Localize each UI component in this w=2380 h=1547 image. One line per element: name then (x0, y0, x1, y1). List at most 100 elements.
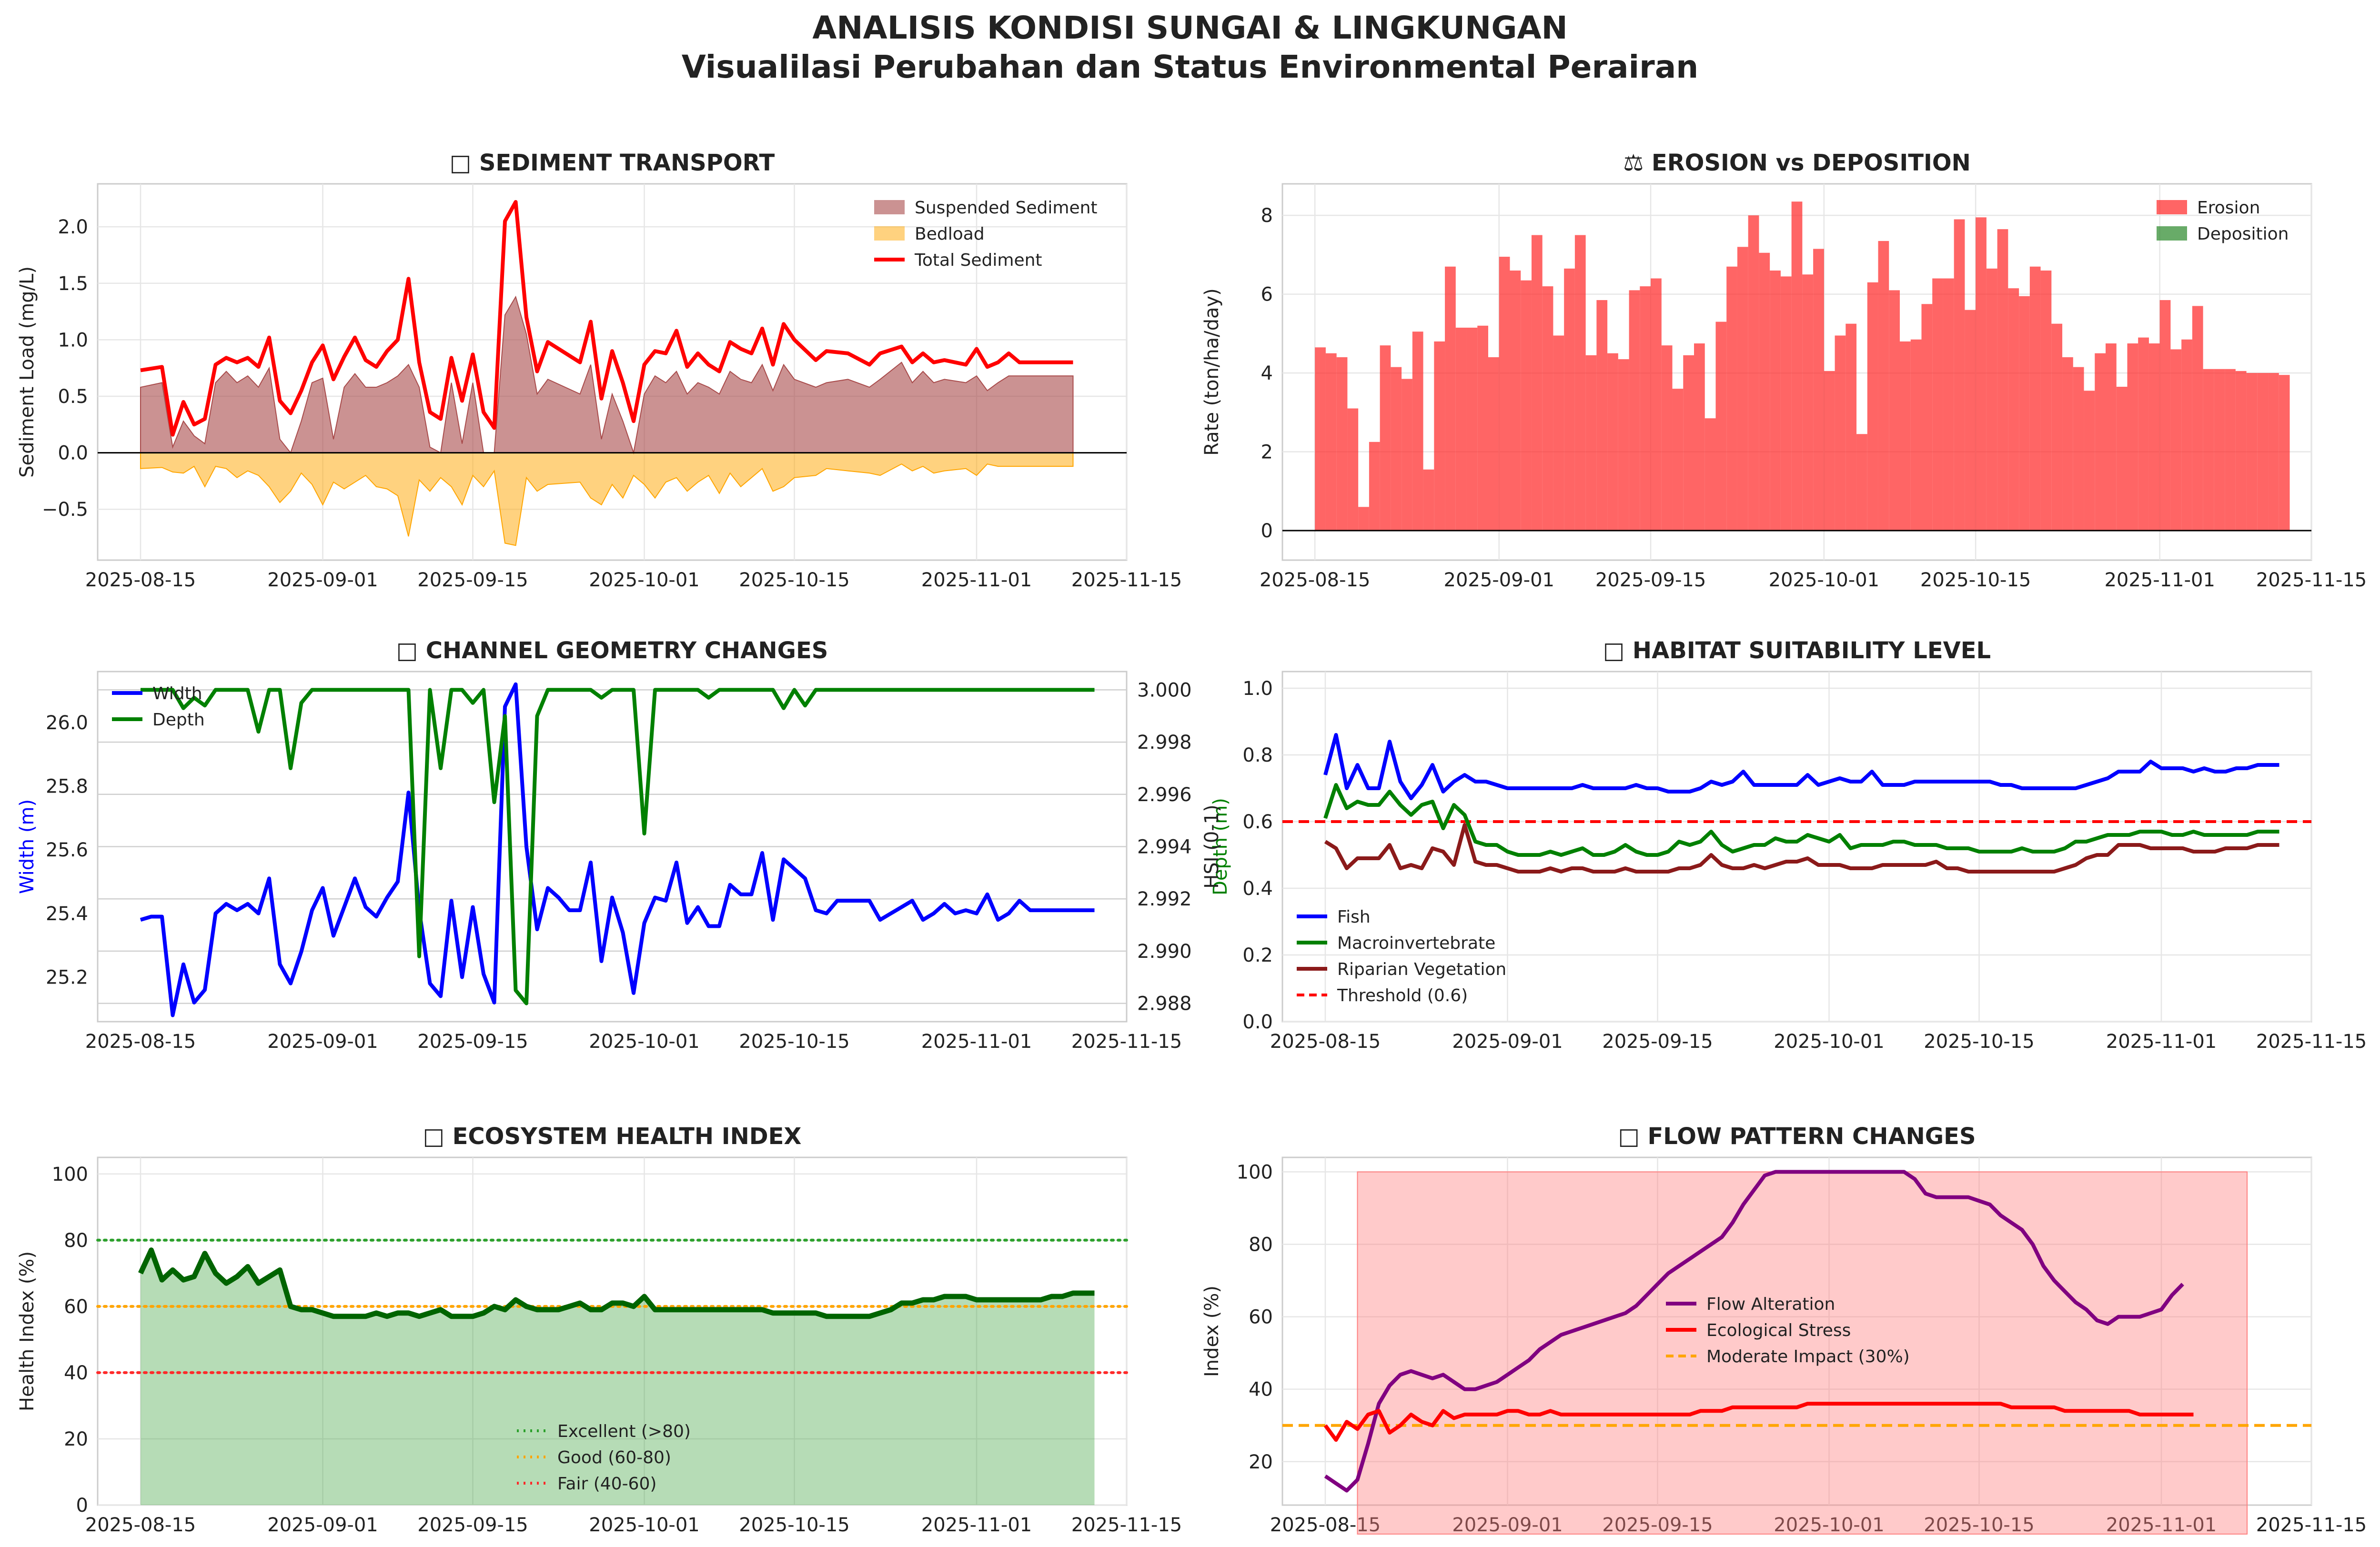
erosion-bar (1867, 282, 1878, 531)
erosion-bar (1521, 280, 1532, 531)
legend-label: Good (60-80) (557, 1448, 671, 1467)
erosion-bar (1574, 235, 1586, 531)
legend-label: Flow Alteration (1706, 1295, 1835, 1314)
x-tick-label: 2025-10-01 (1774, 1031, 1884, 1053)
y-axis-label: Width (m) (16, 799, 38, 894)
panel-geometry: □ CHANNEL GEOMETRY CHANGES 2025-08-15 2025… (16, 637, 1231, 1053)
erosion-bar (1607, 353, 1618, 531)
chart-title: □ ECOSYSTEM HEALTH INDEX (423, 1123, 802, 1150)
legend-label: Width (152, 684, 202, 703)
x-tick-label: 2025-10-15 (739, 1514, 849, 1536)
impact-span (1357, 1171, 2248, 1535)
x-tick-label: 2025-09-15 (1602, 1514, 1713, 1536)
erosion-bar (2040, 270, 2052, 531)
total-sediment-line (140, 200, 1073, 437)
erosion-bar (2257, 373, 2269, 531)
erosion-bar (1629, 290, 1640, 531)
x-tick-label: 2025-09-01 (267, 1031, 378, 1053)
erosion-bar (1531, 235, 1543, 531)
erosion-bar (1986, 268, 1997, 531)
y-tick-label: 2 (1261, 442, 1273, 463)
x-tick-label: 2025-09-01 (267, 1514, 378, 1536)
erosion-bar (1499, 257, 1510, 531)
x-tick-label: 2025-09-01 (267, 569, 378, 591)
plot-area (97, 1156, 1128, 1506)
legend-label: Deposition (2197, 224, 2289, 244)
erosion-bar (1423, 469, 1434, 531)
erosion-bar (2148, 343, 2160, 531)
erosion-bar (2203, 369, 2214, 531)
y-tick-label: 3.000 (1137, 679, 1192, 701)
width-line (140, 682, 1095, 1017)
erosion-bar (1683, 355, 1694, 531)
y-axis-label: Index (%) (1201, 1286, 1223, 1377)
y-tick-label: 2.988 (1137, 993, 1192, 1015)
y-tick-label: 2.992 (1137, 888, 1192, 910)
chart-title: □ HABITAT SUITABILITY LEVEL (1603, 637, 1991, 664)
figure-title: ANALISIS KONDISI SUNGAI & LINGKUNGAN Vis… (0, 9, 2380, 87)
x-tick-label: 2025-11-01 (2106, 1031, 2217, 1053)
erosion-bar (1932, 278, 1943, 531)
erosion-bar (2051, 323, 2063, 531)
y-tick-label: 0.2 (1242, 944, 1273, 966)
erosion-bar (1878, 241, 1889, 531)
erosion-bar (2084, 391, 2095, 531)
y-tick-label: 40 (1249, 1379, 1273, 1401)
x-tick-label: 2025-10-01 (589, 1031, 699, 1053)
x-tick-label: 2025-08-15 (1270, 1031, 1381, 1053)
y-tick-label: 1.0 (58, 329, 88, 351)
erosion-bar (2268, 373, 2279, 531)
erosion-bar (1802, 274, 1814, 531)
x-tick-label: 2025-09-15 (1602, 1031, 1713, 1053)
legend-swatch (874, 226, 905, 241)
erosion-bar (1856, 434, 1867, 531)
erosion-bar (1770, 270, 1781, 531)
erosion-bar (1618, 359, 1629, 531)
x-tick-label: 2025-11-15 (2256, 569, 2367, 591)
y-tick-label: 26.0 (46, 712, 88, 734)
erosion-bar (1824, 371, 1835, 531)
panel-health: □ ECOSYSTEM HEALTH INDEX 2025-08-15 2025-0… (16, 1123, 1182, 1536)
y-tick-label: 6 (1261, 284, 1273, 306)
legend-label: Suspended Sediment (915, 198, 1098, 218)
y-tick-label: 2.0 (58, 216, 88, 238)
y-tick-label: 0 (76, 1495, 88, 1517)
erosion-bar (1466, 327, 1478, 531)
erosion-bar (1434, 341, 1445, 531)
x-tick-label: 2025-08-15 (85, 1514, 196, 1536)
erosion-bar (2235, 371, 2247, 531)
erosion-bar (2008, 288, 2019, 531)
legend-label: Fish (1337, 907, 1371, 927)
y-tick-label: 0.0 (1242, 1011, 1273, 1033)
erosion-bar (2246, 373, 2258, 531)
erosion-bar (2127, 343, 2138, 531)
erosion-bar (1748, 215, 1759, 531)
erosion-bar (1813, 249, 1824, 531)
erosion-bar (2062, 357, 2073, 531)
y-tick-label: 100 (1237, 1161, 1273, 1183)
y-tick-label: 0.6 (1242, 811, 1273, 833)
legend-label: Ecological Stress (1706, 1321, 1851, 1340)
x-tick-label: 2025-09-01 (1444, 569, 1554, 591)
erosion-bar (1336, 357, 1348, 531)
erosion-bar (2138, 337, 2149, 531)
x-tick-label: 2025-08-15 (85, 1031, 196, 1053)
x-tick-label: 2025-09-15 (417, 1514, 528, 1536)
erosion-bar (1661, 345, 1673, 531)
erosion-bar (1325, 353, 1337, 531)
x-tick-label: 2025-08-15 (85, 569, 196, 591)
x-tick-label: 2025-08-15 (1260, 569, 1370, 591)
erosion-bar (1564, 268, 1575, 531)
figure-title-line1: ANALISIS KONDISI SUNGAI & LINGKUNGAN (812, 10, 1568, 46)
y-tick-label: 0.4 (1242, 878, 1273, 900)
erosion-bar (1976, 217, 1987, 531)
x-tick-label: 2025-11-15 (2256, 1031, 2367, 1053)
panel-erosion: ⚖ EROSION vs DEPOSITION 2025-08-15 2025-09… (1201, 150, 2367, 591)
erosion-bar (1900, 341, 1911, 531)
y-tick-label: 2.996 (1137, 784, 1192, 806)
y-tick-label: −0.5 (42, 499, 88, 521)
erosion-bar (1846, 323, 1857, 531)
erosion-bar (1780, 276, 1792, 531)
y-tick-label: 0.5 (58, 386, 88, 408)
erosion-bar (2073, 367, 2084, 531)
